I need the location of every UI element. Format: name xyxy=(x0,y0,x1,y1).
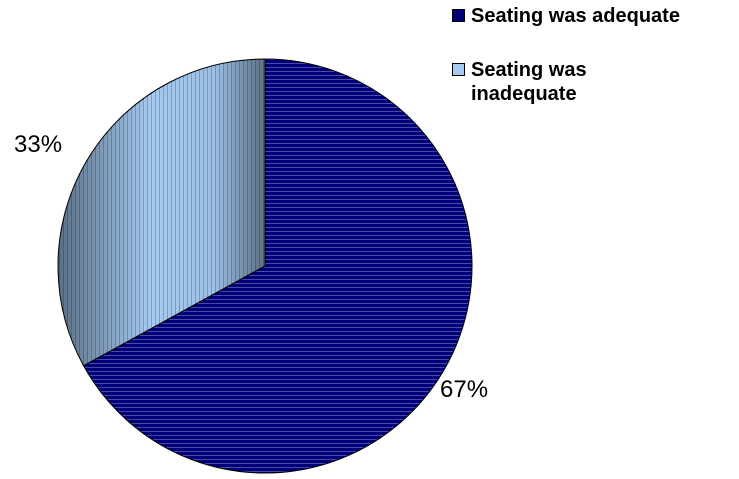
pie-slices xyxy=(57,58,473,474)
legend-label-adequate: Seating was adequate xyxy=(471,5,680,27)
legend-item-adequate: Seating was adequate xyxy=(452,4,737,28)
pie-slice-adequate xyxy=(82,58,473,474)
legend-item-inadequate: Seating was inadequate xyxy=(452,58,737,106)
chart-legend: Seating was adequate Seating was inadequ… xyxy=(452,4,737,136)
legend-swatch-adequate xyxy=(452,9,465,22)
legend-swatch-inadequate xyxy=(452,63,465,76)
pie-slice-inadequate-shading xyxy=(57,59,265,366)
data-label-adequate: 67% xyxy=(440,376,488,403)
legend-label-inadequate: Seating was inadequate xyxy=(471,59,587,105)
data-label-inadequate: 33% xyxy=(14,131,62,158)
